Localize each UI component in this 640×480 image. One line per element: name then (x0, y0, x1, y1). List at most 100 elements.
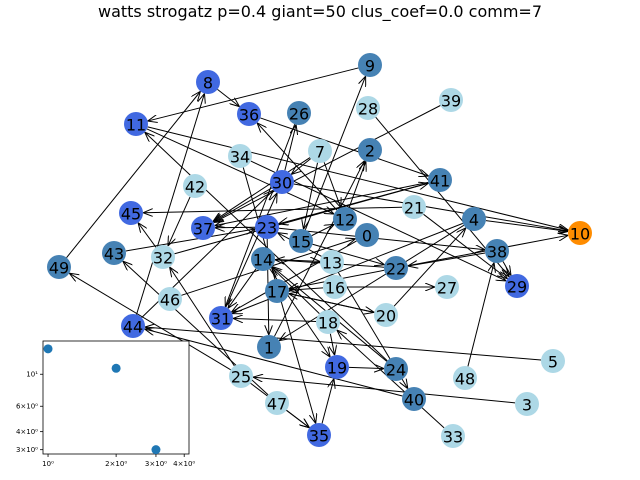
node-label: 45 (121, 205, 141, 224)
node-40[interactable]: 40 (402, 387, 426, 411)
edge-32-45 (139, 224, 157, 248)
node-circle (287, 101, 311, 125)
node-48[interactable]: 48 (453, 366, 477, 390)
node-circle (358, 53, 382, 77)
node-circle (121, 314, 145, 338)
edge-15-9 (304, 77, 365, 231)
node-13[interactable]: 13 (320, 250, 344, 274)
node-19[interactable]: 19 (325, 355, 349, 379)
edge-47-35 (286, 409, 309, 427)
node-10[interactable]: 10 (568, 221, 592, 245)
node-20[interactable]: 20 (374, 303, 398, 327)
node-33[interactable]: 33 (441, 424, 465, 448)
node-27[interactable]: 27 (435, 275, 459, 299)
nodes-layer: 0123457891011121314151617181920212223242… (47, 53, 592, 448)
node-9[interactable]: 9 (358, 53, 382, 77)
edge-30-10 (293, 183, 567, 231)
node-label: 12 (335, 211, 355, 230)
edge-41-37 (216, 181, 429, 225)
node-circle (228, 144, 252, 168)
node-1[interactable]: 1 (257, 335, 281, 359)
node-circle (237, 102, 261, 126)
edge-49-8 (66, 92, 200, 258)
edge-1-2 (274, 162, 364, 337)
edge-38-29 (502, 261, 511, 274)
node-circle (151, 245, 175, 269)
node-31[interactable]: 31 (209, 306, 233, 330)
node-41[interactable]: 41 (428, 168, 452, 192)
node-29[interactable]: 29 (505, 274, 529, 298)
node-label: 26 (289, 105, 309, 124)
node-38[interactable]: 38 (485, 239, 509, 263)
node-42[interactable]: 42 (183, 174, 207, 198)
node-23[interactable]: 23 (255, 215, 279, 239)
node-22[interactable]: 22 (384, 256, 408, 280)
edge-11-10 (147, 126, 568, 230)
node-37[interactable]: 37 (191, 216, 215, 240)
node-39[interactable]: 39 (439, 88, 463, 112)
node-18[interactable]: 18 (316, 310, 340, 334)
node-14[interactable]: 14 (251, 247, 275, 271)
node-label: 37 (193, 220, 213, 239)
node-43[interactable]: 43 (102, 241, 126, 265)
node-label: 20 (376, 307, 396, 326)
node-label: 9 (365, 57, 375, 76)
node-label: 19 (327, 359, 347, 378)
node-label: 40 (404, 391, 424, 410)
edge-7-30 (292, 158, 312, 174)
edge-15-22 (312, 243, 384, 264)
edge-14-13 (274, 260, 319, 262)
node-5[interactable]: 5 (541, 349, 565, 373)
node-11[interactable]: 11 (124, 112, 148, 136)
node-47[interactable]: 47 (265, 391, 289, 415)
node-30[interactable]: 30 (270, 170, 294, 194)
edge-8-36 (217, 88, 238, 106)
edge-32-41 (174, 183, 428, 255)
node-35[interactable]: 35 (307, 423, 331, 447)
node-28[interactable]: 28 (356, 96, 380, 120)
node-36[interactable]: 36 (237, 102, 261, 126)
node-label: 49 (49, 259, 69, 278)
node-2[interactable]: 2 (358, 138, 382, 162)
node-8[interactable]: 8 (196, 70, 220, 94)
node-49[interactable]: 49 (47, 255, 71, 279)
node-label: 43 (104, 245, 124, 264)
node-45[interactable]: 45 (119, 201, 143, 225)
inset-xtick-label: 10⁰ (42, 460, 54, 468)
node-label: 36 (239, 106, 259, 125)
edge-17-20 (288, 293, 374, 313)
node-circle (320, 250, 344, 274)
node-24[interactable]: 24 (384, 357, 408, 381)
node-label: 31 (211, 310, 231, 329)
node-34[interactable]: 34 (228, 144, 252, 168)
node-label: 41 (430, 172, 450, 191)
edge-18-31 (234, 318, 317, 321)
node-circle (435, 275, 459, 299)
node-circle (257, 335, 281, 359)
node-15[interactable]: 15 (289, 229, 313, 253)
node-circle (453, 366, 477, 390)
edge-26-31 (226, 124, 296, 306)
node-circle (289, 229, 313, 253)
node-32[interactable]: 32 (151, 245, 175, 269)
node-0[interactable]: 0 (355, 223, 379, 247)
node-46[interactable]: 46 (158, 287, 182, 311)
node-label: 10 (570, 225, 590, 244)
node-label: 33 (443, 428, 463, 447)
node-label: 25 (231, 368, 251, 387)
node-7[interactable]: 7 (308, 139, 332, 163)
node-12[interactable]: 12 (333, 207, 357, 231)
node-17[interactable]: 17 (265, 279, 289, 303)
inset-xtick-label: 3×10⁰ (145, 460, 167, 468)
node-label: 30 (272, 174, 292, 193)
node-25[interactable]: 25 (229, 364, 253, 388)
node-label: 48 (455, 370, 475, 389)
node-3[interactable]: 3 (515, 392, 539, 416)
node-16[interactable]: 16 (323, 275, 347, 299)
node-21[interactable]: 21 (402, 195, 426, 219)
node-26[interactable]: 26 (287, 101, 311, 125)
node-44[interactable]: 44 (121, 314, 145, 338)
node-4[interactable]: 4 (462, 207, 486, 231)
node-circle (158, 287, 182, 311)
